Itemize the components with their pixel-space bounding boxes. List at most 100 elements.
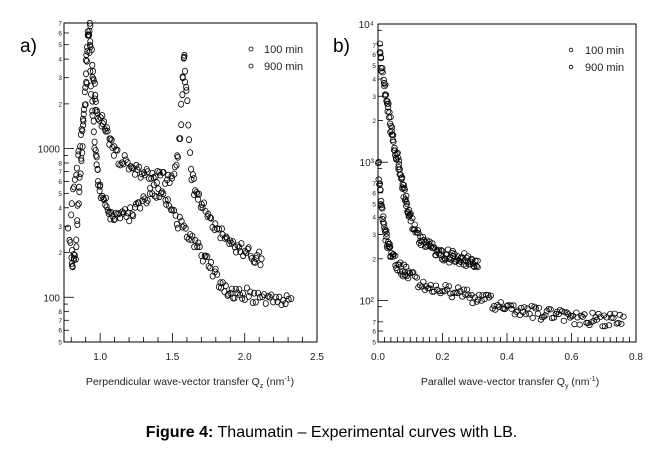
data-point-900min: [438, 247, 446, 254]
data-point-900min: [77, 143, 84, 150]
data-point-100min: [228, 285, 235, 293]
data-point-100min: [442, 282, 449, 289]
data-point-100min: [503, 302, 511, 309]
data-point-100min: [140, 193, 147, 201]
x-tick-label: 0.6: [565, 352, 579, 363]
data-point-100min: [416, 282, 424, 289]
data-point-100min: [497, 299, 504, 306]
data-point-100min: [101, 196, 108, 204]
data-point-900min: [185, 136, 192, 144]
data-point-900min: [110, 151, 117, 159]
y-minor-tick-label: 5: [372, 201, 376, 208]
x-axis-title-b-sup: -1: [589, 376, 595, 383]
data-point-900min: [185, 121, 192, 129]
data-point-100min: [397, 259, 404, 266]
data-point-100min: [214, 270, 221, 278]
data-point-900min: [121, 152, 128, 159]
data-point-100min: [77, 170, 84, 178]
data-point-100min: [153, 193, 160, 201]
data-point-100min: [158, 188, 165, 196]
data-point-900min: [401, 197, 409, 204]
x-axis-title-b-end: ): [596, 376, 600, 388]
y-minor-tick-label: 8: [58, 309, 62, 316]
data-point-900min: [419, 233, 427, 240]
legend-label-100min-b: 100 min: [585, 45, 624, 57]
panel-label-a: a): [20, 36, 37, 57]
y-minor-tick-label: 5: [58, 191, 62, 198]
y-minor-tick-label: 6: [58, 328, 62, 335]
y-minor-tick-label: 4: [372, 215, 376, 222]
data-point-900min: [135, 163, 142, 171]
data-point-100min: [129, 211, 136, 218]
data-point-100min: [383, 230, 390, 237]
legend-label-100min-a: 100 min: [264, 44, 303, 56]
data-point-100min: [76, 183, 83, 191]
data-point-100min: [386, 243, 394, 250]
data-point-900min: [248, 255, 255, 262]
data-point-100min: [392, 252, 399, 259]
data-point-900min: [101, 118, 108, 126]
data-point-900min: [108, 136, 115, 144]
data-point-100min: [432, 282, 439, 289]
legend-label-900min-a: 900 min: [264, 61, 303, 73]
data-point-900min: [181, 78, 188, 86]
data-point-100min: [543, 307, 551, 314]
data-point-100min: [224, 292, 231, 299]
data-point-100min: [170, 206, 177, 214]
data-point-100min: [189, 232, 196, 240]
data-point-900min: [228, 240, 235, 247]
data-point-100min: [116, 210, 123, 217]
data-point-100min: [73, 236, 80, 244]
data-point-900min: [245, 244, 252, 252]
y-minor-tick-label: 7: [58, 318, 62, 325]
data-point-900min: [434, 246, 441, 253]
data-point-100min: [182, 224, 189, 232]
data-point-100min: [282, 300, 289, 308]
data-point-100min: [69, 247, 76, 254]
data-point-900min: [78, 125, 85, 133]
data-point-900min: [379, 69, 386, 76]
data-point-900min: [395, 157, 403, 164]
data-point-100min: [550, 314, 558, 321]
legend-label-900min-b: 900 min: [585, 62, 624, 74]
data-point-900min: [177, 135, 184, 143]
data-point-100min: [81, 88, 88, 96]
data-point-900min: [92, 98, 99, 105]
data-point-100min: [243, 284, 250, 292]
data-point-900min: [104, 127, 111, 135]
data-point-100min: [151, 192, 158, 200]
y-minor-tick-label: 7: [372, 181, 376, 188]
data-point-100min: [93, 153, 100, 161]
data-point-900min: [107, 135, 114, 143]
legend-marker-100min-a: [248, 46, 254, 52]
data-point-100min: [413, 274, 420, 281]
data-point-900min: [388, 127, 395, 134]
data-point-900min: [171, 163, 178, 171]
data-point-100min: [86, 41, 93, 49]
data-point-900min: [71, 183, 78, 191]
data-point-900min: [390, 138, 397, 145]
data-point-100min: [72, 255, 79, 263]
data-point-100min: [423, 283, 430, 290]
figure-caption-text: Thaumatin – Experimental curves with LB.: [213, 424, 518, 441]
data-point-100min: [130, 212, 137, 220]
data-point-100min: [204, 253, 211, 261]
data-point-100min: [252, 298, 259, 306]
data-point-100min: [176, 213, 183, 221]
data-point-100min: [91, 144, 98, 152]
figure-canvas: a) 1.0 1.5 2.0 2.5100100056782345678234567 …: [20, 19, 643, 390]
data-point-100min: [508, 305, 515, 312]
x-axis-title-a-sup: -1: [284, 376, 290, 383]
data-point-100min: [532, 305, 539, 312]
data-point-100min: [83, 51, 90, 59]
data-point-900min: [382, 91, 390, 98]
x-axis-title-b-main: Parallel wave-vector transfer Q: [421, 376, 565, 388]
data-point-100min: [163, 200, 170, 208]
y-minor-tick-label: 7: [58, 169, 62, 176]
data-point-100min: [74, 221, 81, 229]
y-minor-tick-label: 7: [372, 43, 376, 50]
data-point-900min: [444, 246, 452, 253]
data-point-900min: [399, 181, 406, 188]
data-point-100min: [420, 278, 427, 285]
data-point-100min: [74, 217, 81, 225]
